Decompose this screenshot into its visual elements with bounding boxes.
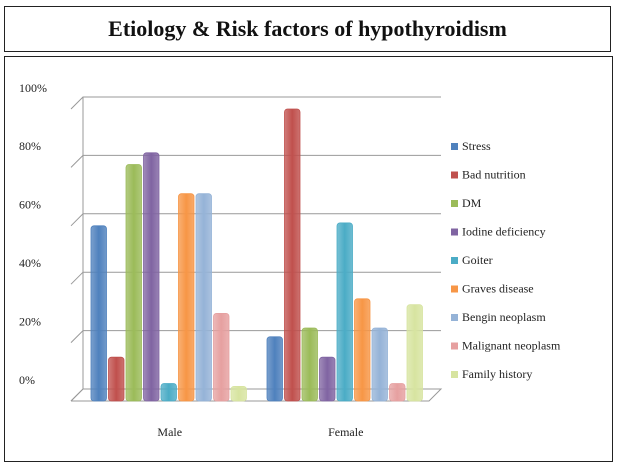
bar — [195, 193, 212, 402]
bar — [354, 298, 371, 402]
bar — [389, 383, 406, 402]
legend-swatch — [451, 285, 458, 293]
bar — [319, 356, 336, 402]
grid-line — [70, 96, 441, 110]
bar — [178, 193, 195, 402]
y-tick-label: 80% — [19, 139, 41, 153]
y-tick-label: 0% — [19, 373, 35, 387]
legend-swatch — [451, 371, 458, 378]
legend-swatch — [451, 314, 458, 321]
grid-line — [70, 271, 441, 285]
bar — [371, 327, 388, 402]
legend-swatch — [451, 171, 458, 179]
y-tick-label: 60% — [19, 198, 41, 212]
grid-line — [70, 213, 441, 227]
bar — [336, 222, 353, 402]
bar — [125, 164, 142, 402]
x-tick-label: Male — [157, 425, 182, 439]
legend-label: Iodine deficiency — [462, 224, 546, 238]
y-tick-label: 100% — [19, 81, 47, 95]
legend-swatch — [451, 200, 458, 207]
x-tick-label: Female — [328, 425, 363, 439]
legend-label: Stress — [462, 139, 491, 153]
bar — [301, 327, 318, 402]
grid-line — [70, 154, 441, 168]
bar — [213, 312, 230, 402]
chart: 0% 20% 40% 60% 80% 100% Male Female Stress Bad nu… — [4, 56, 613, 462]
legend-swatch — [451, 228, 458, 236]
legend-label: Goiter — [462, 253, 493, 267]
y-tick-label: 40% — [19, 256, 41, 270]
grid-line — [70, 330, 441, 343]
bar — [108, 356, 125, 402]
chart-title: Etiology & Risk factors of hypothyroidis… — [4, 6, 611, 52]
legend-label: Graves disease — [462, 281, 534, 295]
legend-swatch — [451, 257, 458, 264]
legend-swatch — [451, 143, 458, 150]
bar — [266, 336, 283, 402]
legend-label: Bad nutrition — [462, 167, 526, 181]
bar — [406, 304, 423, 402]
bar — [143, 152, 160, 402]
legend-swatch — [451, 342, 458, 350]
bar — [284, 108, 301, 402]
y-tick-label: 20% — [19, 314, 41, 328]
bar — [230, 385, 247, 402]
legend-label: Family history — [462, 367, 532, 381]
bar — [90, 225, 107, 402]
bar — [160, 383, 177, 402]
legend-label: Bengin neoplasm — [462, 310, 546, 324]
legend-label: DM — [462, 196, 482, 210]
legend-label: Malignant neoplasm — [462, 338, 561, 352]
